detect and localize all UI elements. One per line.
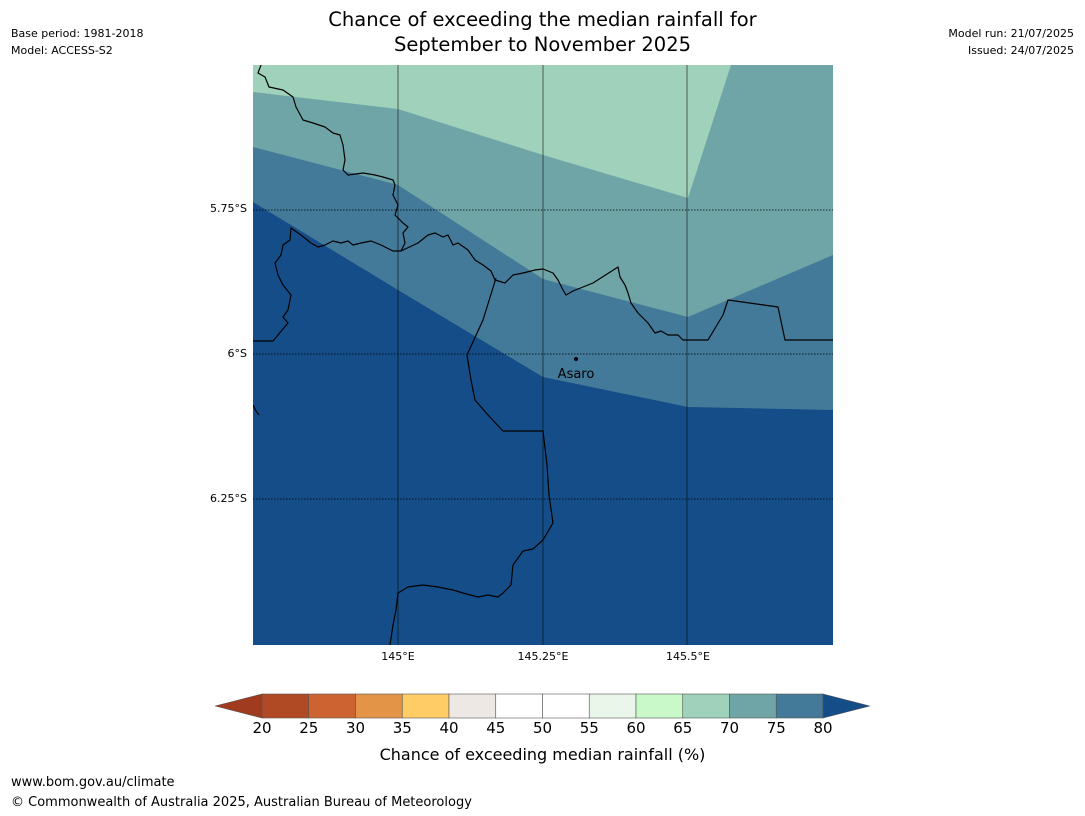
colorbar-tick-label: 65 bbox=[673, 719, 693, 737]
issued-text: Issued: 24/07/2025 bbox=[967, 44, 1074, 57]
colorbar-tick-label: 55 bbox=[579, 719, 599, 737]
colorbar-tick-label: 40 bbox=[439, 719, 459, 737]
colorbar bbox=[215, 693, 870, 719]
map-title: Chance of exceeding the median rainfall … bbox=[0, 7, 1085, 57]
colorbar-segment bbox=[775, 693, 824, 719]
band-65-70 bbox=[253, 65, 731, 198]
footer-url[interactable]: www.bom.gov.au/climate bbox=[11, 775, 175, 790]
lon-label-145-25: 145.25°E bbox=[517, 650, 569, 663]
graticule bbox=[253, 65, 833, 645]
colorbar-tick-label: 75 bbox=[766, 719, 786, 737]
province-boundaries bbox=[253, 65, 833, 645]
colorbar-segment bbox=[448, 693, 497, 719]
forecast-map[interactable]: Asaro bbox=[253, 65, 833, 645]
colorbar-segment bbox=[495, 693, 543, 719]
colorbar-tick-label: 60 bbox=[626, 719, 646, 737]
model-run-text: Model run: 21/07/2025 bbox=[948, 27, 1074, 40]
footer-copyright: © Commonwealth of Australia 2025, Austra… bbox=[11, 795, 472, 810]
colorbar-tick-label: 80 bbox=[813, 719, 833, 737]
colorbar-under-triangle bbox=[215, 693, 263, 719]
model-text: Model: ACCESS-S2 bbox=[11, 44, 113, 57]
colorbar-tick-label: 50 bbox=[532, 719, 553, 737]
lat-label-6: 6°S bbox=[227, 347, 247, 360]
colorbar-label: Chance of exceeding median rainfall (%) bbox=[379, 745, 706, 764]
colorbar-segment bbox=[401, 693, 450, 719]
title-line-2: September to November 2025 bbox=[393, 33, 692, 56]
colorbar-tick-label: 25 bbox=[299, 719, 319, 737]
colorbar-tick-label: 20 bbox=[252, 719, 272, 737]
colorbar-over-triangle bbox=[822, 693, 870, 719]
asaro-label: Asaro bbox=[558, 367, 595, 382]
lon-label-145: 145°E bbox=[381, 650, 415, 663]
colorbar-tick-label: 45 bbox=[486, 719, 506, 737]
asaro-marker bbox=[574, 357, 578, 361]
colorbar-segment bbox=[355, 693, 403, 719]
colorbar-segment bbox=[588, 693, 637, 719]
colorbar-tick-label: 70 bbox=[719, 719, 740, 737]
colorbar-segment bbox=[542, 693, 590, 719]
colorbar-segment bbox=[729, 693, 777, 719]
base-period-text: Base period: 1981-2018 bbox=[11, 27, 144, 40]
colorbar-segment bbox=[682, 693, 730, 719]
title-line-1: Chance of exceeding the median rainfall … bbox=[328, 8, 757, 31]
colorbar-tick-label: 30 bbox=[345, 719, 366, 737]
lon-label-145-5: 145.5°E bbox=[666, 650, 710, 663]
colorbar-tick-label: 35 bbox=[392, 719, 412, 737]
colorbar-segment bbox=[635, 693, 684, 719]
lat-label-6-25: 6.25°S bbox=[210, 492, 247, 505]
colorbar-segment bbox=[308, 693, 356, 719]
colorbar-segment bbox=[261, 693, 310, 719]
run-info: Model run: 21/07/2025 Issued: 24/07/2025 bbox=[948, 25, 1074, 59]
lat-label-5-75: 5.75°S bbox=[210, 202, 247, 215]
model-info: Base period: 1981-2018 Model: ACCESS-S2 bbox=[11, 25, 143, 59]
